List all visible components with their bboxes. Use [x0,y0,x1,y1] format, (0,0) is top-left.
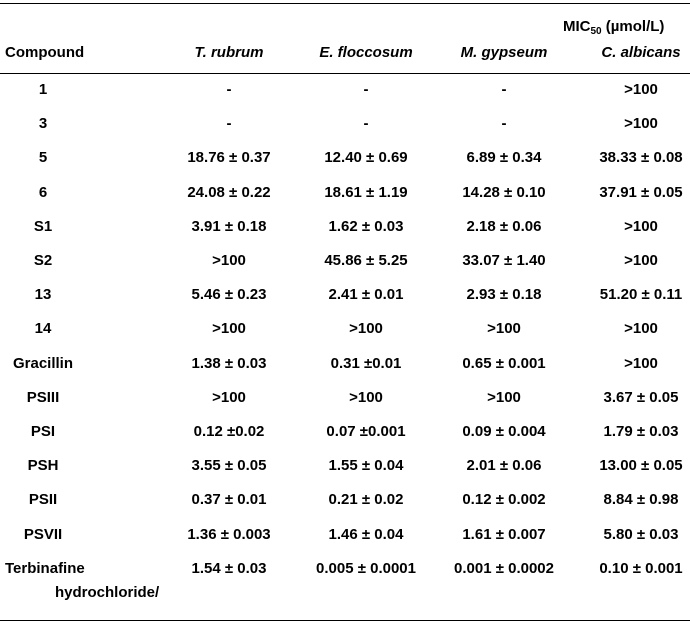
mic-value: 0.21 ± 0.02 [328,491,404,508]
mic-value: 0.07 ±0.001 [326,423,406,440]
compound-name: PSI [30,423,56,440]
compound-name: Gracillin [12,355,74,372]
mic-value: 24.08 ± 0.22 [187,184,271,201]
mic-value: 1.36 ± 0.003 [187,526,271,543]
mic-value: 0.65 ± 0.001 [462,355,546,372]
mic-value: 1.79 ± 0.03 [603,423,679,440]
mic-value: 1.54 ± 0.03 [191,560,267,577]
mic-value: >100 [349,389,383,406]
mic-value: 2.18 ± 0.06 [466,218,542,235]
mic-value: 0.10 ± 0.001 [599,560,683,577]
mic-value: 3.55 ± 0.05 [191,457,267,474]
mic-value: 2.41 ± 0.01 [328,286,404,303]
top-rule [0,3,690,4]
mic-value: >100 [624,115,658,132]
mic-value: 0.37 ± 0.01 [191,491,267,508]
mic-value: 0.31 ±0.01 [330,355,402,372]
mic-value: >100 [624,218,658,235]
unit-header: MIC50 (µmol/L) [563,18,665,37]
mic-value: 3.91 ± 0.18 [191,218,267,235]
mic-value: >100 [212,389,246,406]
compound-name: 14 [34,320,52,337]
mic-value: 0.12 ±0.02 [193,423,265,440]
compound-name: 3 [38,115,48,132]
mic-value: 0.001 ± 0.0002 [454,560,554,577]
mic-value: >100 [487,389,521,406]
mic-value: - [226,115,232,132]
mic-value: 3.67 ± 0.05 [603,389,679,406]
mic-value: >100 [624,252,658,269]
mic-value: 1.61 ± 0.007 [462,526,546,543]
mic-value: 37.91 ± 0.05 [599,184,683,201]
mic-value: >100 [212,252,246,269]
mic-value: >100 [212,320,246,337]
mic-value: >100 [624,355,658,372]
compound-name: PSII [28,491,58,508]
mic-value: - [501,81,507,98]
mic-value: 1.62 ± 0.03 [328,218,404,235]
column-header-compound: Compound [5,44,85,61]
mic-value: - [226,81,232,98]
mic-value: 18.76 ± 0.37 [187,149,271,166]
compound-name: 5 [38,149,48,166]
mic-value: 0.12 ± 0.002 [462,491,546,508]
column-header-m-gypseum: M. gypseum [460,44,548,61]
mic-value: - [363,81,369,98]
mic-value: 5.80 ± 0.03 [603,526,679,543]
mic-value: >100 [624,320,658,337]
compound-name: PSIII [26,389,60,406]
mic-value: 5.46 ± 0.23 [191,286,267,303]
mic-value: 12.40 ± 0.69 [324,149,408,166]
mic-value: 14.28 ± 0.10 [462,184,546,201]
mic-value: 2.01 ± 0.06 [466,457,542,474]
mic-value: 18.61 ± 1.19 [324,184,408,201]
compound-name: Terbinafine [5,560,85,577]
mic-value: 2.93 ± 0.18 [466,286,542,303]
header-rule [0,73,690,74]
mic-value: 6.89 ± 0.34 [466,149,542,166]
column-header-e-floccosum: E. floccosum [319,44,413,61]
mic-value: 8.84 ± 0.98 [603,491,679,508]
footnote-line: hydrochloride/ [55,584,160,601]
mic-value: >100 [624,81,658,98]
mic-value: 0.005 ± 0.0001 [316,560,416,577]
compound-name: S2 [33,252,53,269]
compound-name: S1 [33,218,53,235]
compound-name: PSH [27,457,59,474]
mic-value: - [501,115,507,132]
mic-value: 1.38 ± 0.03 [191,355,267,372]
bottom-rule [0,620,690,621]
mic-value: - [363,115,369,132]
mic-value: 0.09 ± 0.004 [462,423,546,440]
column-header-c-albicans: C. albicans [601,44,681,61]
compound-name: 6 [38,184,48,201]
compound-name: 13 [34,286,52,303]
compound-name: PSVII [23,526,63,543]
mic-value: >100 [349,320,383,337]
mic-value: 38.33 ± 0.08 [599,149,683,166]
column-header-t-rubrum: T. rubrum [194,44,264,61]
mic-value: >100 [487,320,521,337]
mic-value: 51.20 ± 0.11 [599,286,683,303]
mic-value: 1.55 ± 0.04 [328,457,404,474]
mic-value: 13.00 ± 0.05 [599,457,683,474]
compound-name: 1 [38,81,48,98]
mic-value: 45.86 ± 5.25 [324,252,408,269]
mic-value: 33.07 ± 1.40 [462,252,546,269]
mic-value: 1.46 ± 0.04 [328,526,404,543]
